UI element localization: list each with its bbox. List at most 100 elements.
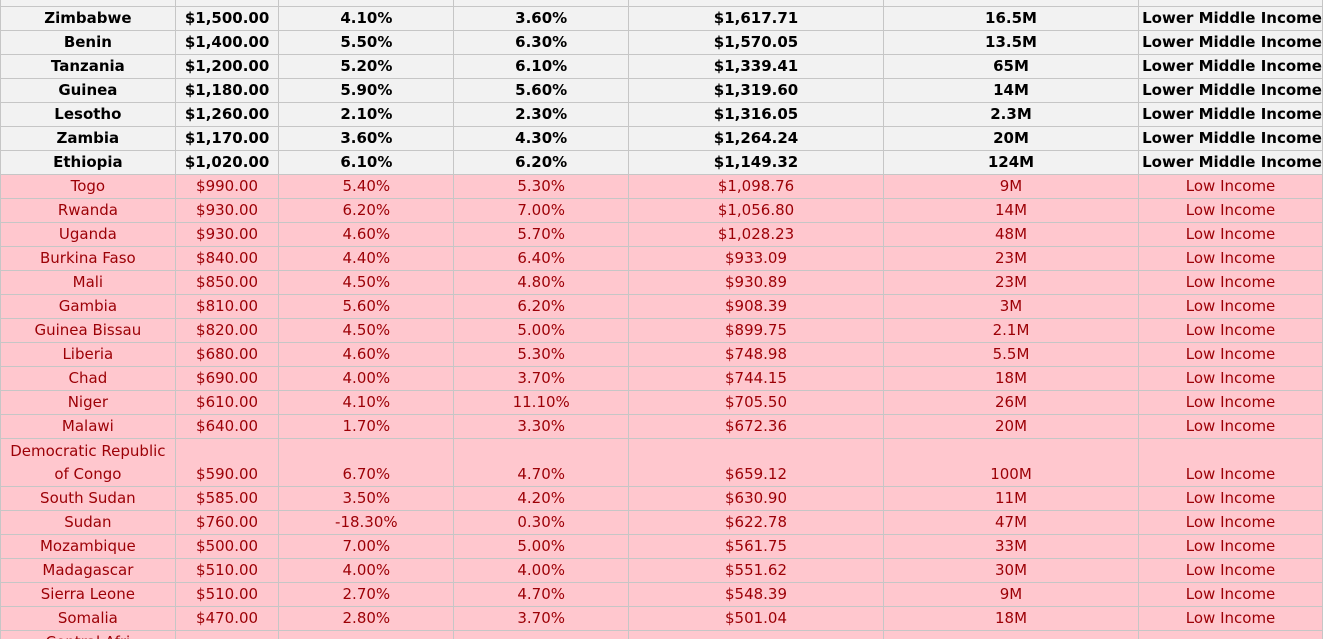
population-cell[interactable]: 18M — [882, 366, 1140, 391]
country-cell[interactable]: Gambia — [0, 294, 176, 319]
growth-rate-2-cell[interactable]: 4.30% — [453, 126, 630, 151]
growth-rate-cell[interactable]: 4.10% — [278, 390, 455, 415]
income-group-cell[interactable]: Low Income — [1138, 534, 1323, 559]
growth-rate-2-cell[interactable]: 0.30% — [453, 510, 630, 535]
growth-rate-cell[interactable]: 4.40% — [278, 246, 455, 271]
projected-gdp-cell[interactable]: $899.75 — [628, 318, 884, 343]
population-cell[interactable]: 33M — [882, 534, 1140, 559]
income-group-cell[interactable]: Lower Middle Income — [1138, 30, 1323, 55]
population-cell[interactable]: 16.5M — [882, 6, 1140, 31]
income-group-cell[interactable]: Low Income — [1138, 342, 1323, 367]
population-cell[interactable]: 14M — [882, 198, 1140, 223]
empty-cell[interactable] — [628, 630, 884, 639]
growth-rate-2-cell[interactable]: 2.30% — [453, 102, 630, 127]
growth-rate-2-cell[interactable]: 3.70% — [453, 606, 630, 631]
gdp-cell[interactable]: $610.00 — [174, 390, 280, 415]
empty-cell[interactable] — [453, 630, 630, 639]
population-cell[interactable]: 9M — [882, 174, 1140, 199]
gdp-cell[interactable]: $990.00 — [174, 174, 280, 199]
country-cell[interactable]: Chad — [0, 366, 176, 391]
population-cell[interactable]: 30M — [882, 558, 1140, 583]
growth-rate-2-cell[interactable]: 5.00% — [453, 534, 630, 559]
population-cell[interactable]: 14M — [882, 78, 1140, 103]
gdp-cell[interactable]: $850.00 — [174, 270, 280, 295]
gdp-cell[interactable]: $930.00 — [174, 222, 280, 247]
projected-gdp-cell[interactable]: $748.98 — [628, 342, 884, 367]
gdp-cell[interactable]: $1,400.00 — [174, 30, 280, 55]
empty-cell[interactable] — [882, 630, 1140, 639]
income-group-cell[interactable]: Low Income — [1138, 582, 1323, 607]
country-cell[interactable]: South Sudan — [0, 486, 176, 511]
income-group-cell[interactable]: Lower Middle Income — [1138, 6, 1323, 31]
population-cell[interactable]: 13.5M — [882, 30, 1140, 55]
projected-gdp-cell[interactable]: $908.39 — [628, 294, 884, 319]
gdp-cell[interactable]: $820.00 — [174, 318, 280, 343]
growth-rate-2-cell[interactable]: 4.80% — [453, 270, 630, 295]
growth-rate-cell[interactable]: 5.60% — [278, 294, 455, 319]
growth-rate-cell[interactable]: 4.00% — [278, 366, 455, 391]
projected-gdp-cell[interactable]: $1,617.71 — [628, 6, 884, 31]
projected-gdp-cell[interactable]: $548.39 — [628, 582, 884, 607]
country-cell[interactable]: Niger — [0, 390, 176, 415]
country-cell[interactable]: Burkina Faso — [0, 246, 176, 271]
population-cell[interactable]: 124M — [882, 150, 1140, 175]
growth-rate-cell[interactable]: 6.70% — [278, 438, 455, 487]
projected-gdp-cell[interactable]: $933.09 — [628, 246, 884, 271]
income-group-cell[interactable]: Low Income — [1138, 510, 1323, 535]
population-cell[interactable]: 20M — [882, 126, 1140, 151]
growth-rate-2-cell[interactable]: 6.10% — [453, 54, 630, 79]
projected-gdp-cell[interactable]: $1,319.60 — [628, 78, 884, 103]
growth-rate-2-cell[interactable]: 7.00% — [453, 198, 630, 223]
growth-rate-cell[interactable]: 4.60% — [278, 222, 455, 247]
income-group-cell[interactable]: Low Income — [1138, 486, 1323, 511]
growth-rate-cell[interactable]: 5.40% — [278, 174, 455, 199]
growth-rate-2-cell[interactable]: 4.00% — [453, 558, 630, 583]
growth-rate-2-cell[interactable]: 6.20% — [453, 150, 630, 175]
income-group-cell[interactable]: Low Income — [1138, 606, 1323, 631]
projected-gdp-cell[interactable]: $1,570.05 — [628, 30, 884, 55]
country-cell[interactable]: Uganda — [0, 222, 176, 247]
growth-rate-2-cell[interactable]: 3.70% — [453, 366, 630, 391]
growth-rate-cell[interactable]: 4.50% — [278, 270, 455, 295]
population-cell[interactable]: 3M — [882, 294, 1140, 319]
projected-gdp-cell[interactable]: $630.90 — [628, 486, 884, 511]
country-cell[interactable]: Madagascar — [0, 558, 176, 583]
gdp-cell[interactable]: $1,260.00 — [174, 102, 280, 127]
gdp-cell[interactable]: $500.00 — [174, 534, 280, 559]
gdp-cell[interactable]: $585.00 — [174, 486, 280, 511]
projected-gdp-cell[interactable]: $705.50 — [628, 390, 884, 415]
projected-gdp-cell[interactable]: $551.62 — [628, 558, 884, 583]
growth-rate-2-cell[interactable]: 5.30% — [453, 174, 630, 199]
empty-cell[interactable] — [174, 630, 280, 639]
projected-gdp-cell[interactable]: $561.75 — [628, 534, 884, 559]
country-cell[interactable]: Sierra Leone — [0, 582, 176, 607]
income-group-cell[interactable]: Lower Middle Income — [1138, 126, 1323, 151]
gdp-cell[interactable]: $1,180.00 — [174, 78, 280, 103]
growth-rate-2-cell[interactable]: 5.60% — [453, 78, 630, 103]
income-group-cell[interactable]: Lower Middle Income — [1138, 78, 1323, 103]
gdp-cell[interactable]: $930.00 — [174, 198, 280, 223]
income-group-cell[interactable]: Low Income — [1138, 198, 1323, 223]
gdp-cell[interactable]: $470.00 — [174, 606, 280, 631]
population-cell[interactable]: 47M — [882, 510, 1140, 535]
country-cell[interactable]: Zimbabwe — [0, 6, 176, 31]
growth-rate-cell[interactable]: 2.70% — [278, 582, 455, 607]
country-cell[interactable]: Lesotho — [0, 102, 176, 127]
income-group-cell[interactable]: Low Income — [1138, 222, 1323, 247]
population-cell[interactable]: 20M — [882, 414, 1140, 439]
projected-gdp-cell[interactable]: $744.15 — [628, 366, 884, 391]
population-cell[interactable]: 18M — [882, 606, 1140, 631]
population-cell[interactable]: 11M — [882, 486, 1140, 511]
growth-rate-cell[interactable]: 6.20% — [278, 198, 455, 223]
income-group-cell[interactable]: Low Income — [1138, 558, 1323, 583]
growth-rate-cell[interactable]: 3.60% — [278, 126, 455, 151]
growth-rate-cell[interactable]: -18.30% — [278, 510, 455, 535]
projected-gdp-cell[interactable]: $1,098.76 — [628, 174, 884, 199]
population-cell[interactable]: 48M — [882, 222, 1140, 247]
growth-rate-2-cell[interactable]: 3.60% — [453, 6, 630, 31]
country-cell[interactable]: Benin — [0, 30, 176, 55]
population-cell[interactable]: 2.1M — [882, 318, 1140, 343]
country-cell[interactable]: Togo — [0, 174, 176, 199]
gdp-cell[interactable]: $510.00 — [174, 558, 280, 583]
income-group-cell[interactable]: Low Income — [1138, 414, 1323, 439]
